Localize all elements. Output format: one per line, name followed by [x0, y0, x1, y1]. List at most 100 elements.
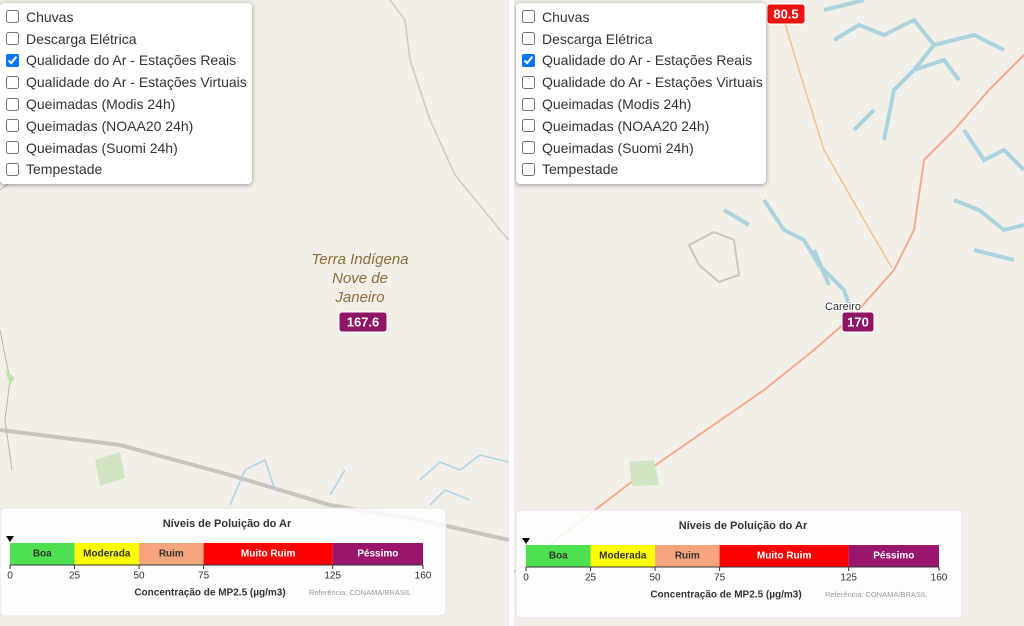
legend-tick-label: 0 [523, 573, 529, 584]
layer-label: Queimadas (Modis 24h) [26, 96, 176, 113]
place-label: Janeiro [334, 289, 384, 306]
value-badge-label: 167.6 [347, 314, 380, 329]
layer-label: Tempestade [26, 161, 103, 178]
legend-segment [139, 543, 204, 565]
layer-checkbox[interactable] [522, 32, 535, 46]
legend-title: Níveis de Poluição do Ar [679, 520, 808, 532]
layer-checkbox[interactable] [6, 10, 19, 24]
layer-checkbox[interactable] [6, 32, 19, 46]
layer-label: Queimadas (NOAA20 24h) [542, 117, 710, 134]
park [5, 370, 15, 385]
layer-label: Queimadas (Suomi 24h) [542, 139, 694, 156]
legend-segment [719, 545, 849, 567]
layer-checkbox[interactable] [522, 119, 535, 133]
river [229, 454, 509, 506]
map-panel: Terra Indígena Nove de Janeiro 167.6 Níveis … [0, 0, 509, 626]
layer-checkbox[interactable] [6, 141, 19, 155]
layer-label: Queimadas (Suomi 24h) [26, 139, 178, 156]
layer-option[interactable]: Tempestade [6, 159, 246, 181]
legend-segment-label: Muito Ruim [757, 551, 812, 562]
layer-checkbox[interactable] [6, 53, 19, 67]
river [722, 0, 1024, 321]
layer-option[interactable]: Qualidade do Ar - Estações Reais [6, 50, 246, 72]
layer-option[interactable]: Qualidade do Ar - Estações Reais [522, 50, 760, 72]
boundary [687, 230, 741, 284]
layer-option[interactable]: Tempestade [522, 159, 760, 181]
layer-label: Qualidade do Ar - Estações Virtuais [542, 74, 763, 91]
layer-checkbox[interactable] [6, 97, 19, 111]
legend-tick-label: 125 [840, 573, 857, 584]
park [95, 452, 125, 486]
legend-pointer [522, 538, 530, 544]
layer-option[interactable]: Queimadas (Modis 24h) [6, 93, 246, 115]
legend-tick-label: 75 [198, 571, 210, 582]
legend-tick-label: 50 [650, 573, 662, 584]
layer-checkbox[interactable] [522, 162, 535, 176]
layer-checkbox[interactable] [522, 10, 535, 24]
legend-segment [203, 543, 333, 565]
layer-option[interactable]: Descarga Elétrica [522, 28, 760, 50]
value-badge-label: 80.5 [773, 6, 798, 21]
map-panel: Careiro 80.5 170 Níveis de Poluição do Ar Bo… [514, 0, 1024, 626]
legend-segment [332, 543, 423, 565]
layer-option[interactable]: Chuvas [6, 6, 246, 28]
legend-tick-label: 25 [69, 571, 81, 582]
legend-segment-label: Moderada [599, 551, 647, 562]
legend-segment-label: Péssimo [873, 551, 914, 562]
legend-segment-label: Ruim [159, 549, 184, 560]
layer-checkbox[interactable] [522, 75, 535, 89]
legend-segment [848, 545, 939, 567]
legend-segment-label: Boa [33, 549, 52, 560]
layer-checkbox[interactable] [6, 75, 19, 89]
legend-reference: Referência: CONAMA/BRASIL [825, 590, 927, 599]
layer-label: Descarga Elétrica [542, 30, 653, 47]
layer-checkbox[interactable] [6, 119, 19, 133]
layer-checkbox[interactable] [6, 162, 19, 176]
layer-option[interactable]: Queimadas (Suomi 24h) [522, 137, 760, 159]
legend-tick-label: 125 [324, 571, 341, 582]
layer-label: Tempestade [542, 161, 619, 178]
value-badge [766, 3, 806, 25]
place-label: Terra Indígena [311, 251, 408, 268]
legend-segment [10, 543, 75, 565]
layer-label: Qualidade do Ar - Estações Reais [26, 52, 237, 69]
legend-xlabel: Concentração de MP2.5 (µg/m3) [134, 588, 285, 599]
layer-checkbox[interactable] [522, 141, 535, 155]
layer-control: Chuvas Descarga Elétrica Qualidade do Ar -… [516, 3, 766, 185]
legend-tick-label: 160 [931, 573, 948, 584]
layer-option[interactable]: Descarga Elétrica [6, 28, 246, 50]
layer-label: Chuvas [542, 8, 590, 25]
layer-option[interactable]: Queimadas (NOAA20 24h) [522, 115, 760, 137]
legend-segment-label: Ruim [675, 551, 700, 562]
legend-segment [590, 545, 656, 567]
legend-segment [655, 545, 720, 567]
place-label: Careiro [825, 301, 861, 313]
layer-label: Chuvas [26, 8, 74, 25]
legend-segment [74, 543, 140, 565]
park [629, 460, 659, 486]
layer-checkbox[interactable] [522, 53, 535, 67]
layer-option[interactable]: Qualidade do Ar - Estações Virtuais [522, 71, 763, 93]
boundary [0, 329, 13, 471]
legend-segment-label: Moderada [83, 549, 131, 560]
legend-segment [526, 545, 591, 567]
road [514, 54, 1024, 573]
legend-xlabel: Concentração de MP2.5 (µg/m3) [650, 590, 801, 601]
layer-label: Queimadas (NOAA20 24h) [26, 117, 194, 134]
layer-option[interactable]: Chuvas [522, 6, 760, 28]
legend-tick-label: 50 [134, 571, 146, 582]
layer-label: Qualidade do Ar - Estações Virtuais [26, 74, 247, 91]
layer-option[interactable]: Queimadas (Modis 24h) [522, 93, 760, 115]
layer-control: Chuvas Descarga Elétrica Qualidade do Ar -… [0, 3, 252, 185]
layer-option[interactable]: Queimadas (Suomi 24h) [6, 137, 246, 159]
layer-checkbox[interactable] [522, 97, 535, 111]
legend-segment-label: Boa [549, 551, 568, 562]
value-badge [338, 311, 388, 333]
layer-label: Descarga Elétrica [26, 30, 137, 47]
legend-title: Níveis de Poluição do Ar [163, 518, 292, 530]
layer-option[interactable]: Qualidade do Ar - Estações Virtuais [6, 71, 247, 93]
layer-option[interactable]: Queimadas (NOAA20 24h) [6, 115, 246, 137]
legend-tick-label: 160 [415, 571, 432, 582]
legend-tick-label: 0 [7, 571, 13, 582]
